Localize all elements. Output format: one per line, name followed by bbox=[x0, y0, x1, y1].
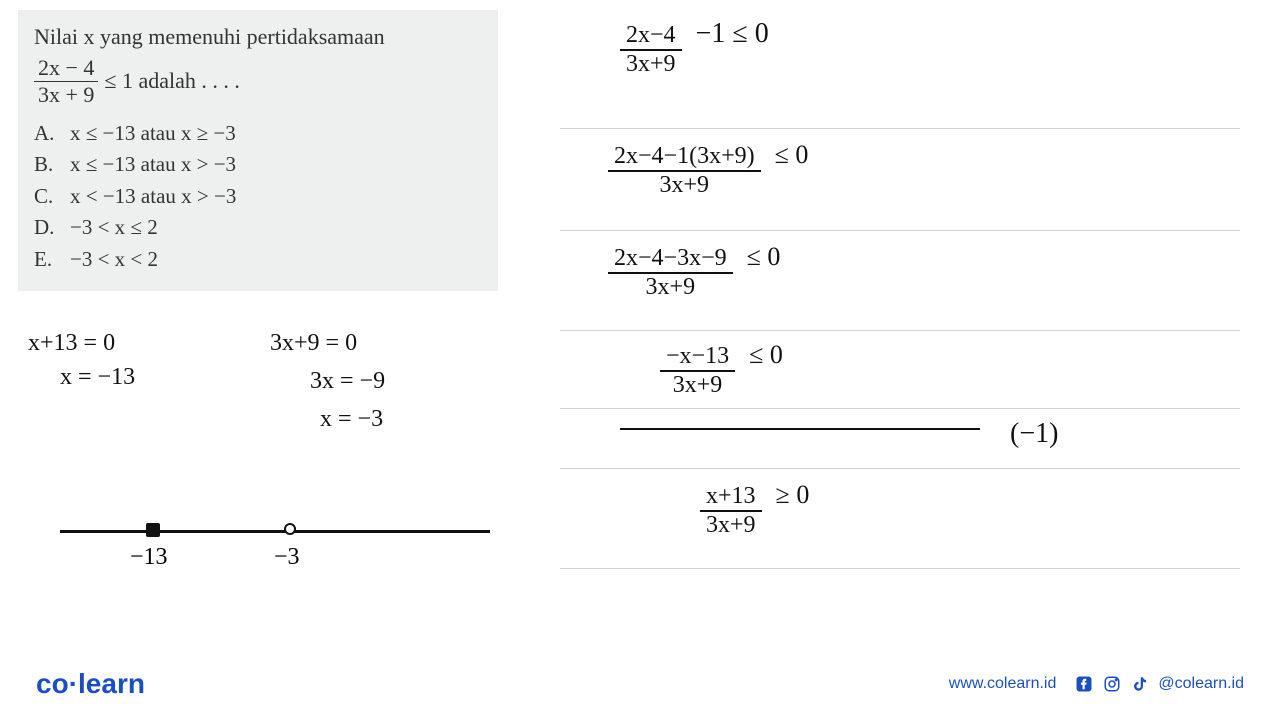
eq2c: x = −3 bbox=[320, 406, 383, 433]
problem-after-frac: ≤ 1 adalah . . . . bbox=[104, 68, 239, 94]
option-d: D.−3 < x ≤ 2 bbox=[34, 212, 482, 244]
option-a: A.x ≤ −13 atau x ≥ −3 bbox=[34, 118, 482, 150]
logo-learn: learn bbox=[78, 668, 145, 699]
step2: 2x−4−1(3x+9) 3x+9 ≤ 0 bbox=[608, 140, 808, 199]
eq1b: x = −13 bbox=[60, 364, 135, 391]
number-line: −13 −3 bbox=[60, 520, 490, 580]
mult-note: (−1) bbox=[1010, 418, 1058, 450]
paper-rule bbox=[560, 568, 1240, 569]
paper-rule bbox=[560, 330, 1240, 331]
eq2b: 3x = −9 bbox=[310, 368, 385, 395]
step3-frac: 2x−4−3x−9 3x+9 bbox=[608, 245, 733, 301]
frac-den: 3x + 9 bbox=[34, 82, 98, 108]
step5-frac: x+13 3x+9 bbox=[700, 483, 762, 539]
social-icons: @colearn.id bbox=[1074, 674, 1244, 694]
problem-title-text: Nilai x yang memenuhi pertidaksamaan bbox=[34, 24, 385, 49]
step3: 2x−4−3x−9 3x+9 ≤ 0 bbox=[608, 242, 780, 301]
instagram-icon bbox=[1102, 674, 1122, 694]
problem-title: Nilai x yang memenuhi pertidaksamaan bbox=[34, 22, 482, 53]
option-b: B.x ≤ −13 atau x > −3 bbox=[34, 149, 482, 181]
frac-num: 2x − 4 bbox=[34, 55, 98, 82]
problem-inequality: 2x − 4 3x + 9 ≤ 1 adalah . . . . bbox=[34, 55, 482, 108]
logo: co·learn bbox=[36, 668, 145, 700]
problem-fraction: 2x − 4 3x + 9 bbox=[34, 55, 98, 108]
option-c: C.x < −13 atau x > −3 bbox=[34, 181, 482, 213]
footer-url: www.colearn.id bbox=[949, 675, 1057, 693]
mult-line bbox=[620, 428, 980, 430]
paper-rule bbox=[560, 128, 1240, 129]
label-neg3: −3 bbox=[274, 544, 300, 571]
step4: −x−13 3x+9 ≤ 0 bbox=[660, 340, 783, 399]
step1: 2x−4 3x+9 −1 ≤ 0 bbox=[620, 18, 769, 78]
eq1a: x+13 = 0 bbox=[28, 330, 115, 357]
point-neg3 bbox=[284, 523, 296, 535]
step2-frac: 2x−4−1(3x+9) 3x+9 bbox=[608, 143, 761, 199]
facebook-icon bbox=[1074, 674, 1094, 694]
tiktok-icon bbox=[1130, 674, 1150, 694]
option-e: E.−3 < x < 2 bbox=[34, 244, 482, 276]
logo-co: co bbox=[36, 668, 69, 699]
paper-rule bbox=[560, 230, 1240, 231]
step1-frac: 2x−4 3x+9 bbox=[620, 22, 682, 78]
label-neg13: −13 bbox=[130, 544, 168, 571]
point-neg13 bbox=[146, 523, 160, 537]
step4-frac: −x−13 3x+9 bbox=[660, 343, 735, 399]
footer: co·learn www.colearn.id @colearn.id bbox=[0, 668, 1280, 700]
number-line-axis bbox=[60, 530, 490, 533]
paper-rule bbox=[560, 468, 1240, 469]
footer-right: www.colearn.id @colearn.id bbox=[949, 674, 1244, 694]
step5: x+13 3x+9 ≥ 0 bbox=[700, 480, 809, 539]
paper-rule bbox=[560, 408, 1240, 409]
footer-handle: @colearn.id bbox=[1158, 675, 1244, 693]
eq2a: 3x+9 = 0 bbox=[270, 330, 357, 357]
options-list: A.x ≤ −13 atau x ≥ −3 B.x ≤ −13 atau x >… bbox=[34, 118, 482, 276]
problem-box: Nilai x yang memenuhi pertidaksamaan 2x … bbox=[18, 10, 498, 291]
